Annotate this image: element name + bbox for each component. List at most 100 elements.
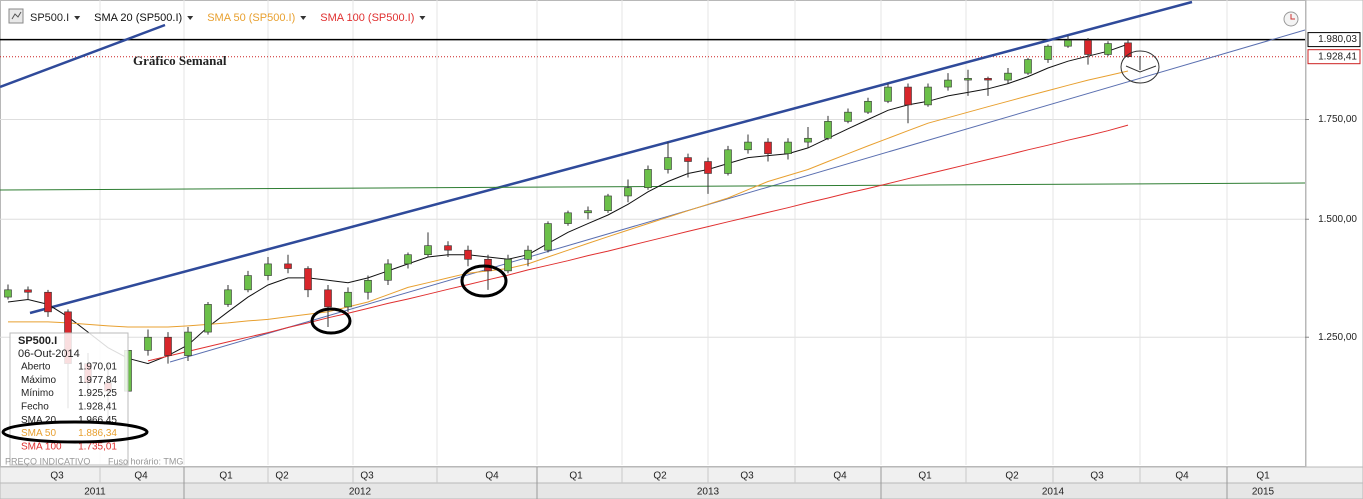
candle-body — [224, 289, 232, 305]
info-value: 1.966,45 — [78, 415, 117, 426]
candle-body — [624, 187, 632, 197]
info-title: SP500.I — [18, 335, 57, 347]
candle-body — [344, 291, 352, 308]
candle-body — [924, 86, 932, 106]
year-label: 2011 — [84, 487, 106, 498]
info-value: 1.925,25 — [78, 388, 117, 399]
plot-area — [0, 0, 1306, 467]
info-value: 1.970,01 — [78, 362, 117, 373]
footer-note: PREÇO INDICATIVO — [5, 456, 90, 466]
candle-body — [824, 121, 832, 139]
highlight-circle — [1, 420, 149, 444]
info-label: SMA 100 — [21, 441, 62, 452]
year-axis — [0, 482, 1363, 499]
candle-body — [184, 331, 192, 356]
info-date: 06-Out-2014 — [18, 348, 80, 360]
legend-entry[interactable]: SMA 100 (SP500.I) — [320, 12, 414, 24]
candle-body — [464, 249, 472, 260]
quarter-label: Q1 — [219, 471, 233, 482]
info-label: Aberto — [21, 362, 51, 373]
candle-body — [1064, 39, 1072, 47]
axes: 1.250,00 1.500,00 1.750,00 Q3 Q4 Q1 Q2 Q3 Q4 Q1 Q2… — [50, 32, 1361, 499]
highlight-circle — [1120, 50, 1160, 84]
legend-dropdown[interactable] — [419, 16, 426, 20]
info-value: 1.977,84 — [78, 375, 117, 386]
quarter-label: Q3 — [1090, 471, 1104, 482]
price-label-box — [1307, 32, 1361, 48]
candle-body — [384, 263, 392, 281]
quarter-label: Q3 — [50, 471, 64, 482]
candle-body — [364, 279, 372, 293]
quarter-label: Q3 — [360, 471, 374, 482]
candle-body — [584, 210, 592, 214]
price-label: 1.980,03 — [1318, 34, 1357, 45]
legend-entry[interactable]: SMA 50 (SP500.I) — [207, 12, 295, 24]
candle-body — [284, 263, 292, 269]
price-label-box — [1307, 49, 1361, 65]
candle-body — [4, 289, 12, 298]
info-label: SMA 20 — [21, 415, 56, 426]
candle-body — [324, 289, 332, 308]
candle-body — [444, 245, 452, 251]
highlight-circle — [310, 307, 352, 335]
year-label: 2014 — [1042, 487, 1065, 498]
legend: SP500.I SMA 20 (SP500.I) SMA 50 (SP500.I) S… — [30, 12, 426, 24]
candle-body — [1084, 39, 1092, 55]
candle-body — [404, 254, 412, 265]
candle-body — [964, 78, 972, 81]
price-label: 1.928,41 — [1318, 51, 1357, 62]
candle-body — [244, 275, 252, 291]
candle-body — [884, 86, 892, 102]
info-box: SP500.I 06-Out-2014 Aberto 1.970,01 Máximo… — [9, 332, 129, 466]
trend-line — [29, 0, 1193, 315]
trend-line — [169, 29, 1306, 363]
info-label: Mínimo — [21, 388, 54, 399]
info-label: SMA 50 — [21, 428, 56, 439]
candle-body — [144, 336, 152, 351]
y-axis-panel — [1305, 0, 1363, 468]
candle-body — [844, 111, 852, 122]
clock-glyph — [1290, 14, 1295, 20]
candle-body — [904, 86, 912, 106]
candle-body — [944, 79, 952, 88]
candle-body — [304, 268, 312, 291]
info-label: Máximo — [21, 375, 56, 386]
candle-body — [504, 258, 512, 272]
candle-body — [984, 78, 992, 81]
quarter-label: Q4 — [1175, 471, 1189, 482]
chart-icon-glyph — [11, 11, 22, 20]
candle-body — [544, 223, 552, 251]
quarter-label: Q4 — [833, 471, 847, 482]
sma-line — [7, 43, 1129, 365]
quarter-label: Q1 — [918, 471, 932, 482]
candle-body — [44, 291, 52, 313]
legend-entry[interactable]: SMA 20 (SP500.I) — [94, 12, 182, 24]
candle-body — [684, 157, 692, 162]
candle-body — [784, 141, 792, 154]
quarter-label: Q2 — [1005, 471, 1019, 482]
legend-dropdown[interactable] — [187, 16, 194, 20]
candle-body — [1104, 43, 1112, 55]
legend-dropdown[interactable] — [74, 16, 81, 20]
quarter-label: Q2 — [653, 471, 667, 482]
info-value: 1.886,34 — [78, 428, 117, 439]
quarter-axis — [0, 466, 1363, 484]
chart-icon[interactable] — [8, 8, 24, 24]
highlight-circle — [460, 264, 508, 298]
footer-timezone: Fuso horário: TMG — [108, 456, 183, 466]
candle-body — [1004, 72, 1012, 81]
quarter-label: Q3 — [740, 471, 754, 482]
candle-body — [1044, 45, 1052, 60]
candle-body — [1124, 42, 1132, 57]
candle-body — [864, 100, 872, 113]
support-line — [0, 182, 1306, 191]
legend-entry[interactable]: SP500.I — [30, 12, 69, 24]
candle-body — [1024, 59, 1032, 74]
info-value: 1.735,01 — [78, 441, 117, 452]
y-tick-label: 1.500,00 — [1318, 214, 1357, 225]
candle-body — [564, 212, 572, 224]
quarter-label: Q4 — [134, 471, 148, 482]
legend-dropdown[interactable] — [300, 16, 307, 20]
